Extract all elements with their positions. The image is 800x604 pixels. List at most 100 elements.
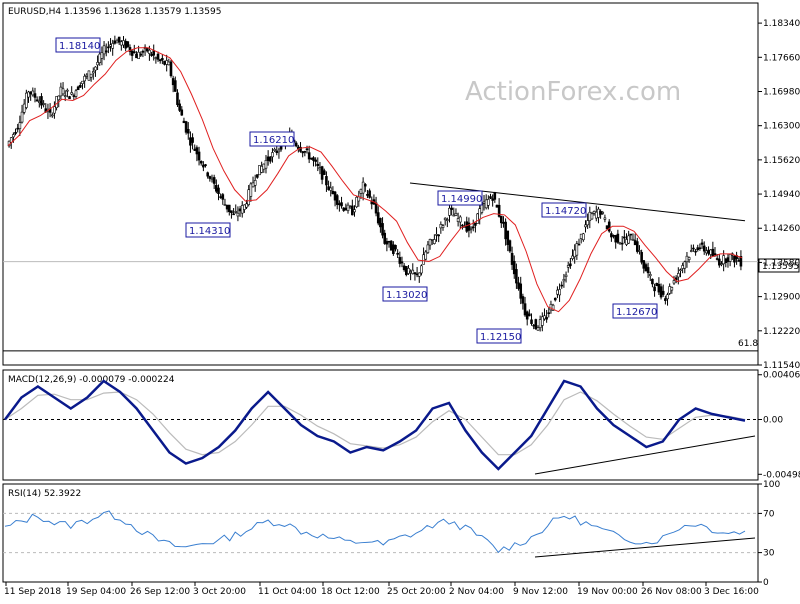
candle-body (148, 49, 151, 54)
candle-body (139, 53, 143, 56)
candle-body (253, 180, 257, 186)
candle-body (612, 235, 615, 237)
candle-body (694, 250, 697, 253)
price-label-box (55, 37, 101, 53)
candle-body (128, 47, 132, 52)
candle-body (458, 216, 462, 223)
candle-body (206, 172, 209, 177)
candle-body (186, 129, 190, 134)
candle-body (102, 45, 106, 55)
candle-body (681, 265, 684, 269)
candle-body (594, 211, 598, 219)
candle-body (322, 170, 326, 175)
candle-body (38, 101, 41, 103)
candle-body (674, 277, 678, 281)
candle-body (294, 142, 298, 147)
candle-body (553, 297, 557, 301)
candle-body (558, 289, 561, 296)
candle-body (376, 212, 380, 224)
candle-body (91, 71, 95, 74)
candle-body (687, 257, 691, 260)
candle-body (204, 164, 207, 166)
candle-body (607, 221, 611, 232)
candle-body (616, 233, 620, 243)
candle-body (219, 196, 222, 198)
candle-body (670, 287, 674, 291)
candle-body (504, 221, 507, 240)
candle-body (126, 41, 130, 47)
candle-body (189, 137, 192, 146)
price-panel-frame (2, 2, 759, 366)
candle-body (405, 266, 408, 276)
candle-body (599, 211, 602, 215)
candle-body (530, 319, 533, 324)
candle-body (718, 258, 721, 266)
price-label: 1.16210 (253, 135, 294, 146)
candle-body (471, 226, 475, 229)
candle-body (720, 263, 723, 265)
candle-body (348, 206, 352, 209)
rsi-y-tick-label: 0 (763, 578, 769, 588)
candle-body (85, 74, 89, 77)
candle-body (668, 286, 671, 294)
candle-body (14, 131, 17, 134)
candle-body (178, 103, 181, 111)
candle-body (538, 319, 542, 328)
candle-body (161, 58, 164, 61)
candle-body (74, 90, 78, 97)
candle-body (68, 96, 71, 99)
candle-body (184, 121, 188, 133)
price-label-box (382, 286, 428, 302)
candle-body (722, 255, 725, 265)
candle-body (135, 53, 138, 59)
candle-body (351, 205, 354, 216)
candle-body (299, 146, 302, 152)
candle-body (359, 188, 363, 194)
candle-body (625, 239, 628, 245)
candle-body (243, 204, 246, 210)
candle-body (22, 103, 26, 113)
candle-body (169, 61, 173, 77)
candle-body (441, 225, 445, 228)
candle-body (379, 218, 382, 228)
candle-body (582, 233, 585, 241)
x-tick-label: 19 Sep 04:00 (66, 587, 126, 597)
candle-body (402, 265, 406, 271)
candle-body (519, 283, 523, 299)
candle-body (240, 205, 244, 214)
candle-body (310, 157, 313, 160)
candle-body (130, 50, 134, 56)
candle-body (247, 189, 251, 205)
candle-body (638, 250, 641, 252)
candle-body (158, 59, 162, 62)
candle-body (487, 199, 490, 206)
candle-body (728, 254, 732, 262)
candle-body (100, 52, 104, 59)
candle-body (499, 215, 503, 224)
candle-body (543, 315, 546, 320)
candle-body (389, 240, 393, 251)
candle-body (154, 57, 158, 59)
candle-body (672, 280, 676, 284)
candle-body (502, 221, 505, 224)
price-y-tick-label: 1.12220 (763, 327, 800, 337)
candle-body (489, 196, 492, 199)
candle-body (512, 260, 516, 275)
candle-body (392, 244, 395, 254)
candle-body (366, 194, 369, 196)
candle-body (171, 78, 175, 86)
candle-body (677, 273, 680, 278)
candle-body (426, 244, 430, 253)
price-y-tick-label: 1.16980 (763, 87, 800, 97)
candle-body (221, 194, 225, 200)
candle-body (525, 311, 529, 320)
candle-body (577, 243, 581, 246)
candle-body (689, 250, 693, 252)
candle-body (560, 284, 564, 287)
candle-body (202, 164, 205, 168)
x-tick-label: 3 Dec 16:00 (704, 587, 759, 597)
candle-body (711, 248, 715, 257)
candle-body (715, 258, 719, 260)
candle-body (117, 36, 121, 43)
